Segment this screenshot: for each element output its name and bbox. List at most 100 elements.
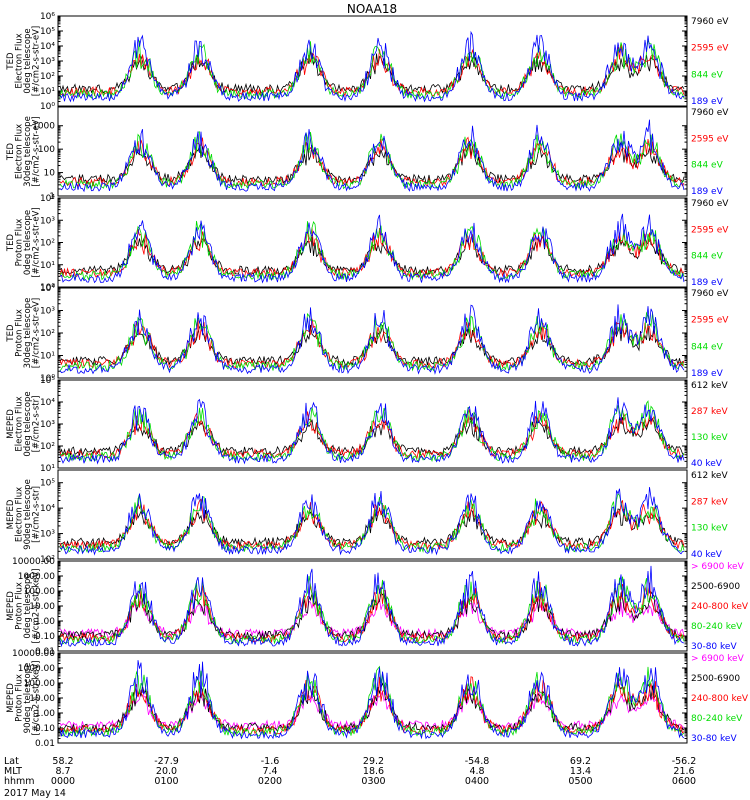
y-axis-label: MEPED: [6, 591, 16, 621]
y-tick-label: 10.00: [29, 602, 55, 612]
series-trace: [59, 397, 685, 465]
legend-entry: 7960 eV: [691, 17, 729, 27]
legend-entry: 2595 eV: [691, 225, 729, 235]
series-trace: [59, 565, 685, 648]
y-tick-label: 10²: [40, 72, 55, 82]
y-axis-label: TED: [6, 142, 16, 161]
y-axis-label: [#/cm2-s-str]: [32, 396, 42, 453]
legend-entry: 612 keV: [691, 381, 728, 391]
traces: [59, 30, 685, 103]
y-tick-label: 10³: [40, 420, 55, 430]
x-row-value: -1.6: [261, 756, 280, 767]
series-trace: [59, 30, 685, 103]
legend-entry: 40 keV: [691, 459, 723, 469]
series-trace: [59, 213, 685, 284]
legend-entry: 287 keV: [691, 497, 728, 507]
y-tick-label: 10⁴: [40, 194, 55, 204]
y-tick-label: 10⁰: [40, 283, 55, 293]
y-tick-label: 1000.00: [18, 572, 55, 582]
y-tick-label: 10⁵: [40, 376, 55, 386]
panel-7: 0.01 0.10 1.00 10.00 100.00 1000.00 10000.00 ME…: [6, 557, 749, 657]
x-row-value: 20.0: [156, 766, 177, 777]
y-axis-label: 0deg telescope: [23, 210, 33, 275]
legend-entry: 30-80 keV: [691, 642, 737, 652]
series-trace: [59, 131, 685, 191]
y-axis-label: Proton Flux: [15, 219, 25, 267]
x-row-value: 8.7: [55, 766, 70, 777]
y-tick-label: 10.00: [29, 694, 55, 704]
date-label: 2017 May 14: [4, 788, 66, 799]
legend-entry: > 6900 keV: [691, 562, 745, 572]
y-tick-label: 10²: [40, 555, 55, 565]
series-trace: [59, 50, 685, 95]
x-row-label: Lat: [4, 756, 19, 767]
y-axis-label: TED: [6, 324, 16, 343]
y-axis-label: [#/cm2-s-str-keV]: [32, 661, 42, 736]
legend-entry: 287 keV: [691, 407, 728, 417]
y-tick-label: 10000.00: [12, 557, 55, 567]
traces: [59, 487, 685, 556]
legend-entry: 612 keV: [691, 471, 728, 481]
y-tick-label: 0.10: [35, 632, 55, 642]
y-tick-label: 10²: [40, 239, 55, 249]
y-axis-label: [#/cm2-s-str-eV]: [32, 207, 42, 277]
panel-8: 0.01 0.10 1.00 10.00 100.00 1000.00 10000.00 ME…: [6, 649, 749, 749]
y-tick-label: 1.00: [35, 617, 55, 627]
y-tick-label: 0.01: [35, 739, 55, 749]
legend-entry: 2500-6900: [691, 582, 740, 592]
y-axis-label: [#/cm2-s-str]: [32, 486, 42, 543]
y-tick-label: 10⁵: [40, 27, 55, 37]
series-trace: [59, 660, 685, 740]
y-tick-label: 10²: [40, 329, 55, 339]
x-row-value: -54.8: [465, 756, 490, 767]
series-trace: [59, 665, 685, 738]
y-tick-label: 10⁴: [40, 398, 55, 408]
y-axis-label: Electron Flux: [15, 396, 25, 451]
y-axis-label: Electron Flux: [15, 124, 25, 179]
series-trace: [59, 304, 685, 375]
legend-entry: 189 eV: [691, 278, 724, 288]
series-trace: [59, 38, 685, 100]
y-tick-label: 10¹: [40, 352, 55, 362]
y-axis-label: Proton Flux: [15, 309, 25, 357]
series-trace: [59, 220, 685, 282]
series-trace: [59, 492, 685, 553]
y-tick-label: 1.00: [35, 709, 55, 719]
x-row-label: MLT: [4, 766, 22, 777]
legend-entry: 2595 eV: [691, 44, 729, 54]
y-tick-label: 1: [49, 192, 55, 202]
plot-title: NOAA18: [347, 2, 397, 16]
y-tick-label: 1000.00: [18, 664, 55, 674]
traces: [59, 397, 685, 465]
y-axis-label: 0deg telescope: [23, 391, 33, 456]
series-trace: [59, 44, 685, 98]
y-tick-label: 10⁴: [40, 284, 55, 294]
series-trace: [59, 227, 685, 279]
x-row-value: 0500: [568, 776, 592, 787]
legend-entry: 2595 eV: [691, 316, 729, 326]
series-trace: [59, 400, 685, 463]
x-row-value: 0200: [258, 776, 282, 787]
series-trace: [59, 498, 685, 551]
x-row-value: 58.2: [52, 756, 73, 767]
y-axis-label: Proton Flux: [15, 674, 25, 722]
y-axis-label: 90deg telescope: [23, 663, 33, 734]
legend-entry: 80-240 keV: [691, 714, 743, 724]
series-trace: [59, 409, 685, 460]
y-axis-label: Proton Flux: [15, 582, 25, 630]
y-tick-label: 10³: [40, 530, 55, 540]
y-tick-label: 10³: [40, 57, 55, 67]
series-trace: [59, 311, 685, 372]
x-row-value: 18.6: [363, 766, 384, 777]
x-row-value: 0300: [361, 776, 385, 787]
legend-entry: 2500-6900: [691, 674, 740, 684]
x-row-value: 13.4: [570, 766, 591, 777]
y-tick-label: 10³: [40, 307, 55, 317]
legend-entry: 240-800 keV: [691, 602, 749, 612]
y-axis-label: MEPED: [6, 683, 16, 713]
y-tick-label: 100.00: [24, 679, 56, 689]
